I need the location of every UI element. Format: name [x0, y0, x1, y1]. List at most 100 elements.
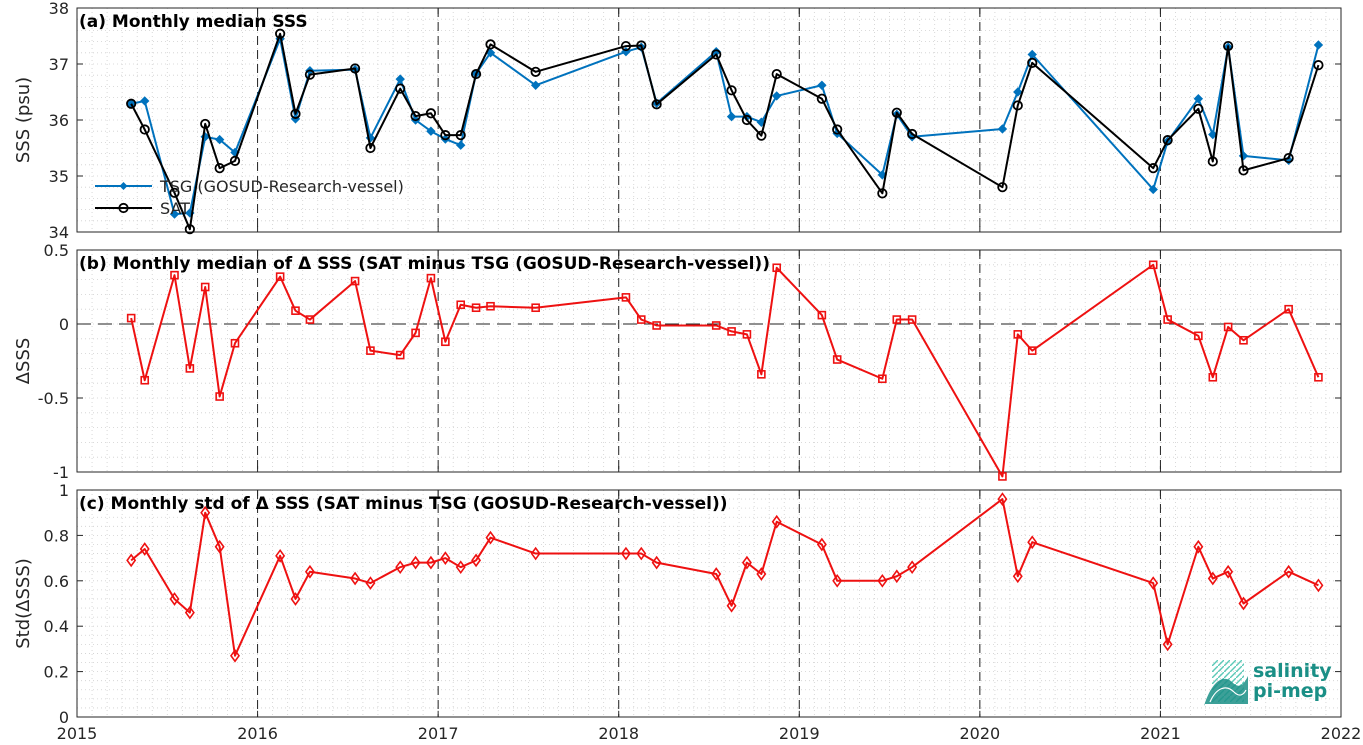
data-point [1193, 539, 1204, 554]
data-point [485, 530, 496, 545]
y-tick-label: 0.2 [44, 663, 69, 682]
y-axis-label: ΔSSS [13, 338, 34, 385]
data-point [771, 514, 782, 529]
data-point [184, 224, 195, 235]
data-point [1148, 576, 1159, 590]
data-point [742, 330, 752, 339]
data-point [878, 374, 887, 384]
data-point [1027, 346, 1037, 355]
data-point [636, 315, 646, 324]
data-point [651, 555, 662, 570]
data-point [139, 542, 150, 556]
data-point [530, 80, 541, 90]
data-point [652, 321, 661, 330]
salinity-pi-mep-logo: salinity pi-mep [1204, 660, 1332, 706]
data-point [214, 539, 225, 554]
legend-item-sat: SAT [95, 199, 190, 218]
data-point [126, 313, 136, 323]
data-point [169, 187, 180, 198]
y-tick-label: 37 [49, 55, 69, 74]
y-axis-label: SSS (psu) [13, 77, 34, 163]
data-point [1027, 535, 1038, 550]
data-point [1223, 322, 1233, 332]
data-point [997, 492, 1008, 506]
data-point [621, 293, 631, 302]
data-point [471, 303, 481, 313]
series-line [130, 263, 1320, 478]
data-point [440, 551, 451, 565]
data-point [140, 96, 150, 106]
legend-label-tsg: TSG (GOSUD-Research-vessel) [159, 177, 404, 196]
grid [76, 489, 1342, 718]
data-point [620, 546, 631, 561]
data-point [410, 555, 421, 570]
data-point [456, 300, 466, 310]
axes-box [76, 249, 1342, 473]
data-point [741, 114, 753, 126]
data-point [214, 163, 225, 174]
data-point [816, 93, 827, 104]
x-tick-label: 2022 [1321, 724, 1362, 743]
data-point [425, 555, 436, 570]
legend-item-tsg: TSG (GOSUD-Research-vessel) [95, 177, 404, 196]
data-point [215, 392, 224, 401]
x-axis-year-ticks: 2015 2016 2017 2018 2019 2020 2021 2022 [57, 724, 1362, 743]
data-point [1193, 103, 1204, 114]
data-point [350, 276, 360, 286]
data-point [1223, 40, 1234, 52]
data-point [757, 370, 766, 379]
y-tick-label: 34 [49, 223, 69, 242]
data-point [1194, 331, 1203, 341]
data-point [1163, 315, 1172, 324]
data-point [1012, 100, 1023, 111]
data-point [275, 28, 286, 39]
data-point [170, 270, 179, 280]
legend: TSG (GOSUD-Research-vessel) SAT [95, 177, 404, 218]
data-point [756, 567, 767, 581]
logo-text-salinity: salinity [1253, 660, 1332, 682]
y-axis-label: Std(ΔSSS) [13, 558, 34, 649]
data-point [140, 375, 150, 385]
data-point [1148, 184, 1158, 195]
data-point [1148, 163, 1159, 174]
data-point [1027, 57, 1038, 68]
data-point [636, 40, 647, 51]
data-point [1013, 330, 1023, 339]
legend-label-sat: SAT [160, 199, 190, 218]
y-tick-label: 0.5 [44, 241, 69, 260]
data-point [471, 553, 482, 568]
data-point [907, 315, 917, 324]
data-point [726, 85, 737, 96]
data-point [169, 209, 180, 219]
data-point [395, 560, 406, 575]
data-point [291, 306, 300, 315]
data-point [907, 560, 918, 575]
data-point [726, 111, 737, 122]
data-point [365, 576, 376, 590]
data-point [440, 130, 451, 141]
data-point [229, 155, 241, 166]
data-point [455, 130, 466, 141]
panel-title: (b) Monthly median of Δ SSS (SAT minus T… [79, 254, 770, 274]
data-point [1162, 637, 1173, 652]
data-point [891, 569, 902, 584]
data-point [290, 592, 301, 606]
data-point [485, 39, 496, 50]
series-delta [126, 260, 1323, 481]
x-tick-label: 2018 [598, 724, 639, 743]
series-delta [126, 492, 1324, 663]
data-point [1148, 260, 1158, 270]
panel-a-monthly-median-sss: 34 35 36 37 38 SSS (psu) (a) Monthly median SS… [13, 0, 1342, 242]
data-point [1238, 596, 1249, 611]
x-tick-label: 2016 [237, 724, 278, 743]
data-point [771, 68, 782, 80]
data-point [411, 328, 420, 338]
data-point [275, 272, 285, 281]
data-point [877, 188, 888, 199]
data-point [877, 573, 888, 588]
data-point [620, 40, 632, 52]
logo-text-pi-mep: pi-mep [1253, 680, 1327, 702]
data-point [1162, 135, 1173, 146]
data-point [275, 548, 286, 563]
